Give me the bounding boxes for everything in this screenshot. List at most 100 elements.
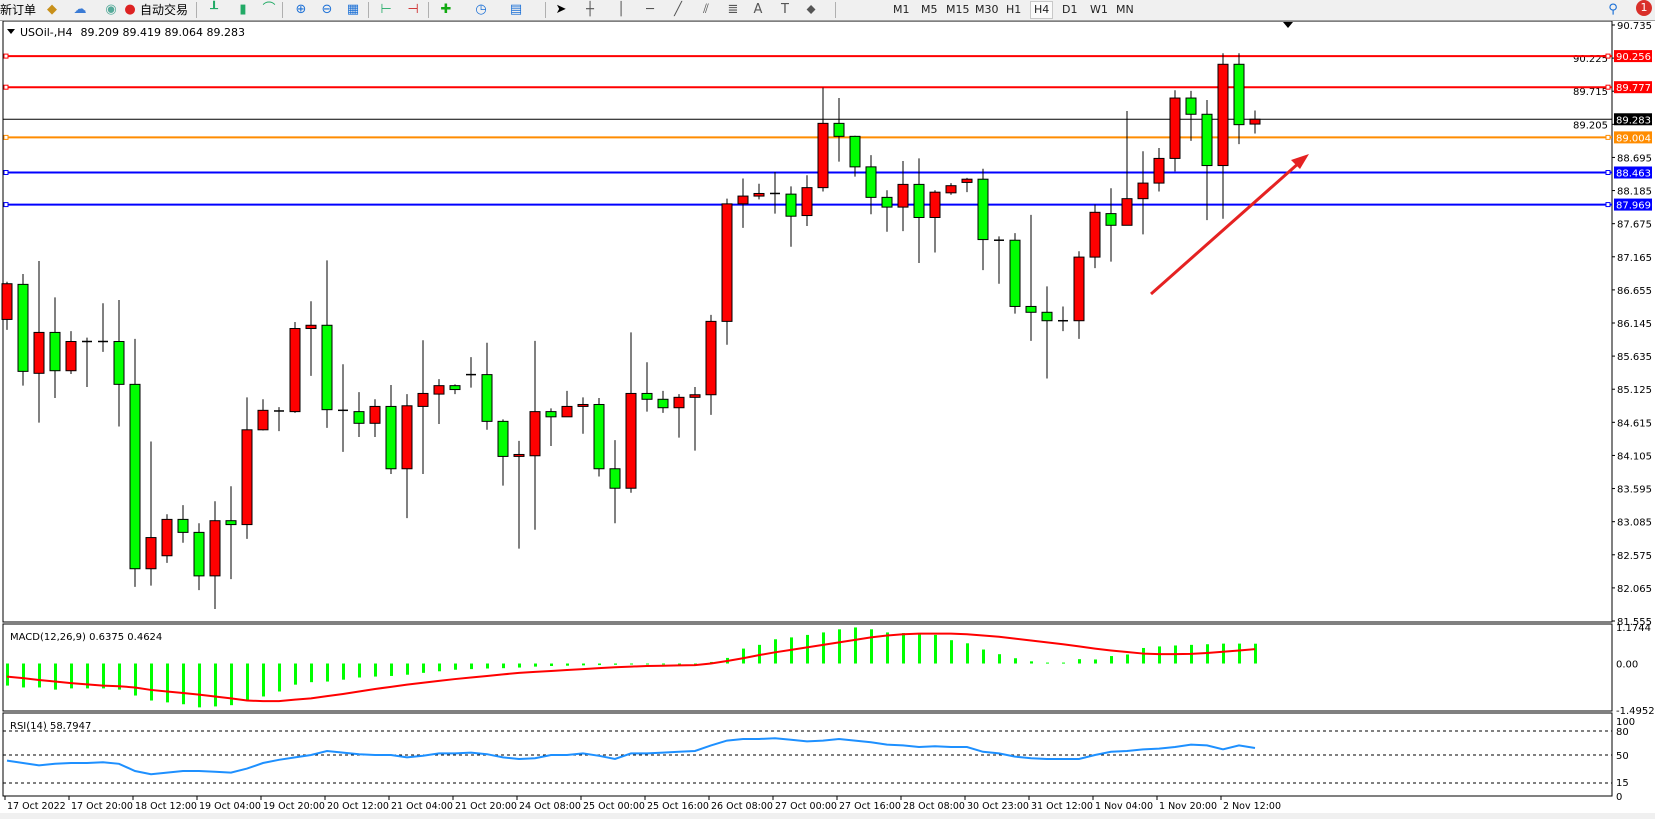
candle-body (17, 283, 29, 372)
candle-body (1153, 157, 1165, 184)
price-tag-label: 87.969 (1616, 201, 1651, 212)
arrow-head (1291, 154, 1309, 169)
macd-histogram-bar (966, 643, 969, 664)
cursor-icon[interactable]: ➤ (555, 2, 567, 17)
zoom-in-icon[interactable]: ⊕ (295, 2, 307, 17)
candle (129, 338, 141, 587)
horizontal-lines[interactable]: 90.256 89.777 89.283 89.004 88.463 87.969 (3, 50, 1652, 212)
rsi-line (6, 737, 1256, 776)
macd-histogram-bar (1030, 661, 1033, 664)
price-tag-label: 89.777 (1616, 83, 1651, 94)
chart-shift-icon[interactable]: ⊢ (380, 2, 392, 17)
macd-tick-label: 1.1744 (1616, 623, 1651, 634)
candle-body (705, 320, 717, 396)
line-handle (1605, 53, 1611, 59)
fibonacci-icon[interactable]: ≣ (727, 2, 739, 17)
candle (881, 190, 893, 232)
macd-histogram-bar (70, 663, 73, 689)
add-indicator-icon[interactable]: ✚ (440, 2, 452, 17)
timeframe-m1[interactable]: M1 (893, 3, 910, 16)
text-icon[interactable]: A (753, 2, 763, 17)
trendline-icon[interactable]: ╱ (674, 2, 682, 17)
text-label-icon[interactable]: T (781, 2, 789, 17)
candle (1153, 148, 1165, 192)
macd-histogram-bar (950, 640, 953, 664)
macd-histogram-bar (502, 663, 505, 669)
macd-histogram-bar (326, 663, 329, 682)
macd-histogram-bar (278, 663, 281, 692)
chart-window[interactable]: 90.735 90.225 89.715 89.205 88.695 88.185 87.6… (0, 21, 1655, 819)
candlestick-icon[interactable]: ▮ (239, 2, 247, 17)
macd-histogram-bar (198, 663, 201, 708)
candle-body (401, 405, 413, 470)
auto-trading-button[interactable]: 自动交易 (140, 3, 189, 17)
candle (849, 135, 861, 177)
templates-icon[interactable]: ▤ (509, 2, 523, 17)
candle-body (1121, 198, 1133, 226)
ohlc-values: 89.209 89.419 89.064 89.283 (81, 26, 245, 39)
time-tick-label: 20 Oct 12:00 (327, 801, 389, 812)
notification-badge[interactable]: 1 (1636, 0, 1652, 16)
timeframe-mn[interactable]: MN (1116, 3, 1134, 16)
candle (49, 297, 61, 398)
timeframe-m15[interactable]: M15 (946, 3, 970, 16)
time-tick-label: 28 Oct 08:00 (903, 801, 965, 812)
timeframe-m30[interactable]: M30 (975, 3, 999, 16)
macd-histogram-bar (1014, 658, 1017, 664)
horizontal-line-icon[interactable]: ─ (646, 2, 654, 17)
timeframe-w1[interactable]: W1 (1090, 3, 1108, 16)
macd-histogram-bar (806, 634, 809, 664)
arrows-icon[interactable]: ⬥ (806, 2, 816, 17)
zoom-out-icon[interactable]: ⊖ (321, 2, 333, 17)
candle-body (1217, 63, 1229, 167)
cloud-icon[interactable]: ☁ (73, 2, 87, 17)
history-icon[interactable]: ◆ (47, 2, 57, 17)
timeframe-h1[interactable]: H1 (1006, 3, 1022, 16)
signal-icon[interactable]: ◉ (105, 2, 117, 17)
candle-body (1041, 311, 1053, 322)
trend-arrow[interactable] (1150, 154, 1309, 296)
macd-histogram-bar (262, 663, 265, 697)
chart-shift-marker[interactable] (1283, 22, 1293, 28)
candle (466, 357, 476, 388)
candle (513, 440, 525, 549)
candle (657, 390, 669, 413)
candle (1169, 90, 1181, 172)
candle (209, 501, 221, 609)
auto-trading-icon[interactable]: ● (124, 2, 136, 17)
line-handle (3, 170, 9, 176)
candle-body (113, 341, 125, 385)
auto-scroll-icon[interactable]: ⊣ (407, 2, 419, 17)
main-panel-frame (2, 21, 1613, 623)
search-icon[interactable]: ⚲ (1608, 2, 1618, 17)
candle-body (33, 331, 45, 374)
timeframe-h4[interactable]: H4 (1030, 1, 1054, 19)
macd-histogram-bar (118, 663, 121, 690)
timeframe-d1[interactable]: D1 (1062, 3, 1078, 16)
candle-body (545, 411, 557, 418)
new-order-button[interactable]: 新订单 (0, 3, 37, 17)
periods-icon[interactable]: ◷ (475, 2, 487, 17)
price-tag (1614, 198, 1652, 211)
macd-histogram-bar (646, 663, 649, 665)
macd-histogram-bar (662, 663, 665, 665)
time-tick-label: 27 Oct 16:00 (839, 801, 901, 812)
line-handle (3, 134, 9, 140)
candle (801, 175, 813, 226)
bar-chart-icon[interactable]: ┸ (210, 2, 218, 17)
candle (545, 408, 557, 447)
crosshair-icon[interactable]: ┼ (586, 2, 594, 17)
equidistant-channel-icon[interactable]: ⫽ (703, 2, 709, 17)
tile-windows-icon[interactable]: ▦ (346, 2, 360, 17)
candle-body (161, 518, 173, 557)
timeframe-m5[interactable]: M5 (921, 3, 938, 16)
candle (1137, 151, 1149, 235)
vertical-line-icon[interactable]: │ (617, 2, 625, 17)
line-chart-icon[interactable]: ⌒ (262, 2, 276, 17)
macd-histogram-bar (902, 633, 905, 664)
macd-panel: 1.1744 0.00 -1.4952 (6, 623, 1655, 717)
macd-histogram-bar (742, 648, 745, 664)
candle-body (961, 178, 973, 183)
chart-menu-triangle-icon[interactable] (7, 29, 15, 34)
macd-histogram-bar (1126, 654, 1129, 664)
